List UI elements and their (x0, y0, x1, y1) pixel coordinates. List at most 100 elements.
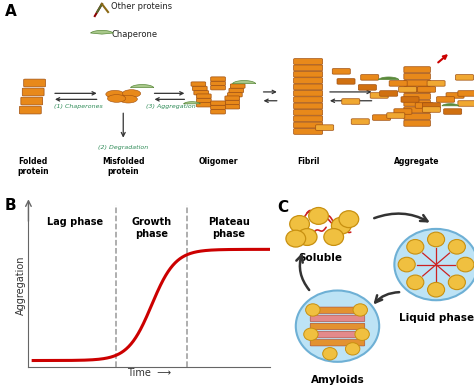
FancyBboxPatch shape (310, 323, 365, 330)
FancyBboxPatch shape (310, 339, 365, 346)
FancyBboxPatch shape (404, 73, 430, 80)
Text: Aggregate: Aggregate (394, 157, 440, 166)
Text: A: A (5, 4, 17, 19)
FancyBboxPatch shape (337, 79, 355, 84)
FancyBboxPatch shape (370, 93, 388, 98)
Polygon shape (183, 102, 201, 104)
Y-axis label: Aggregation: Aggregation (16, 256, 26, 315)
FancyBboxPatch shape (427, 81, 445, 86)
FancyBboxPatch shape (210, 77, 226, 81)
Circle shape (306, 304, 320, 316)
Text: Fibril: Fibril (297, 157, 319, 166)
FancyBboxPatch shape (294, 116, 323, 122)
FancyBboxPatch shape (210, 110, 226, 114)
FancyBboxPatch shape (294, 90, 323, 96)
Circle shape (290, 216, 310, 232)
FancyBboxPatch shape (404, 80, 430, 86)
FancyBboxPatch shape (196, 94, 211, 98)
FancyBboxPatch shape (404, 87, 430, 93)
Text: B: B (4, 198, 16, 213)
FancyBboxPatch shape (294, 97, 323, 103)
Circle shape (407, 275, 424, 290)
Text: (1) Chaperones: (1) Chaperones (54, 104, 102, 109)
Circle shape (457, 257, 474, 272)
Circle shape (324, 229, 344, 245)
FancyBboxPatch shape (294, 65, 323, 71)
FancyBboxPatch shape (446, 93, 464, 98)
FancyBboxPatch shape (294, 110, 323, 115)
FancyBboxPatch shape (387, 113, 405, 118)
Circle shape (355, 328, 369, 340)
Polygon shape (91, 30, 113, 34)
FancyBboxPatch shape (21, 97, 43, 105)
FancyBboxPatch shape (404, 93, 430, 100)
FancyBboxPatch shape (404, 113, 430, 120)
Circle shape (304, 328, 318, 340)
Text: Oligomer: Oligomer (198, 157, 238, 166)
Text: Soluble: Soluble (299, 253, 342, 263)
FancyBboxPatch shape (196, 103, 211, 107)
FancyBboxPatch shape (22, 88, 44, 96)
Circle shape (353, 304, 367, 316)
Circle shape (448, 275, 465, 290)
FancyBboxPatch shape (415, 103, 433, 108)
FancyBboxPatch shape (310, 307, 365, 313)
FancyBboxPatch shape (194, 91, 209, 95)
Text: Plateau
phase: Plateau phase (208, 217, 250, 239)
FancyBboxPatch shape (210, 105, 226, 110)
FancyBboxPatch shape (24, 79, 46, 87)
FancyBboxPatch shape (196, 98, 211, 103)
Circle shape (297, 229, 317, 245)
FancyBboxPatch shape (310, 315, 365, 322)
FancyBboxPatch shape (210, 86, 226, 90)
FancyBboxPatch shape (358, 85, 376, 90)
FancyBboxPatch shape (294, 122, 323, 128)
FancyBboxPatch shape (230, 84, 245, 88)
Text: Chaperone: Chaperone (111, 30, 157, 39)
X-axis label: Time  ⟶: Time ⟶ (127, 368, 172, 378)
Circle shape (331, 217, 351, 234)
FancyBboxPatch shape (404, 120, 430, 126)
FancyBboxPatch shape (380, 91, 398, 96)
FancyBboxPatch shape (210, 81, 226, 86)
FancyBboxPatch shape (225, 100, 239, 105)
FancyBboxPatch shape (437, 97, 455, 102)
FancyBboxPatch shape (404, 100, 430, 106)
Polygon shape (232, 81, 256, 83)
Text: (3) Aggregation: (3) Aggregation (146, 104, 195, 109)
Text: Folded
protein: Folded protein (18, 157, 49, 176)
FancyBboxPatch shape (399, 87, 417, 92)
FancyBboxPatch shape (458, 101, 474, 106)
FancyBboxPatch shape (294, 59, 323, 64)
FancyBboxPatch shape (294, 103, 323, 109)
Text: Amyloids: Amyloids (310, 375, 365, 385)
Text: C: C (277, 200, 288, 215)
FancyBboxPatch shape (225, 96, 239, 100)
FancyBboxPatch shape (394, 109, 412, 114)
Circle shape (296, 291, 379, 362)
FancyBboxPatch shape (361, 74, 379, 80)
FancyBboxPatch shape (19, 106, 41, 114)
FancyBboxPatch shape (401, 97, 419, 102)
Circle shape (394, 229, 474, 300)
FancyBboxPatch shape (422, 103, 440, 108)
FancyBboxPatch shape (389, 81, 407, 86)
FancyBboxPatch shape (404, 107, 430, 113)
Text: (2) Degradation: (2) Degradation (98, 144, 148, 149)
Circle shape (286, 230, 306, 247)
FancyBboxPatch shape (294, 84, 323, 90)
Circle shape (309, 208, 328, 224)
FancyBboxPatch shape (456, 74, 474, 80)
Circle shape (428, 232, 445, 247)
FancyBboxPatch shape (422, 107, 440, 112)
FancyBboxPatch shape (191, 82, 206, 86)
Circle shape (323, 347, 337, 360)
Polygon shape (378, 77, 399, 80)
FancyBboxPatch shape (229, 88, 244, 93)
FancyBboxPatch shape (351, 119, 369, 124)
FancyBboxPatch shape (444, 109, 462, 114)
FancyBboxPatch shape (418, 87, 436, 92)
FancyBboxPatch shape (294, 129, 323, 134)
Circle shape (398, 257, 415, 272)
FancyBboxPatch shape (373, 115, 391, 120)
